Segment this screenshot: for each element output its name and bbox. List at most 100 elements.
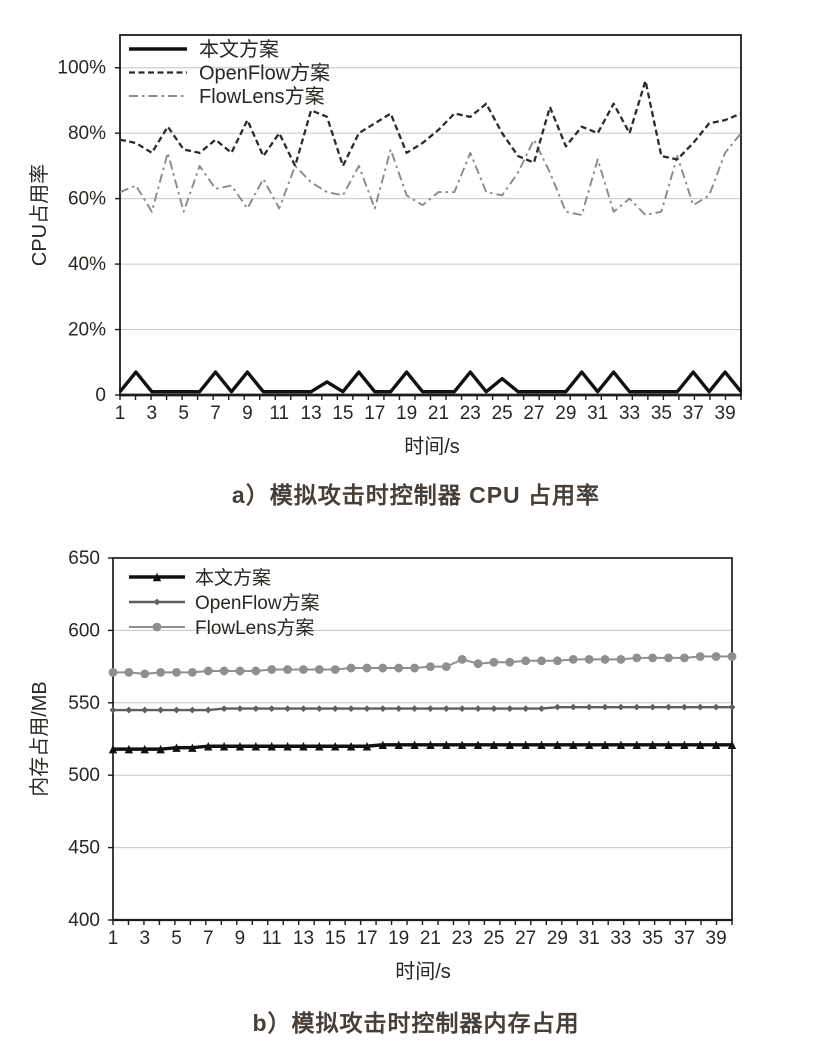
diamond-marker-icon [569,703,577,711]
x-tick-label: 33 [610,928,631,949]
y-axis-title: 内存占用/MB [28,681,51,797]
diamond-marker-icon [490,705,498,712]
triangle-marker-icon [632,740,641,749]
triangle-marker-icon [410,740,419,749]
x-axis-title: 时间/s [395,960,451,983]
legend-label: 本文方案 [195,567,271,589]
circle-marker-icon [251,666,261,676]
diamond-marker-icon [617,703,625,711]
triangle-marker-icon [140,744,149,754]
diamond-marker-icon [474,705,482,712]
circle-marker-icon [235,666,245,676]
x-tick-label: 21 [420,928,441,949]
x-tick-label: 27 [515,928,536,949]
circle-marker-icon [219,666,229,676]
x-tick-label: 11 [269,403,289,424]
triangle-marker-icon [648,740,657,749]
circle-marker-icon [330,665,340,674]
triangle-marker-icon [172,743,181,752]
x-tick-label: 7 [210,403,221,424]
caption-a: a）模拟攻击时控制器 CPU 占用率 [231,482,601,508]
circle-marker-icon [600,654,610,664]
triangle-marker-icon [331,742,340,751]
x-tick-label: 3 [139,928,150,949]
diamond-marker-icon [347,705,355,712]
series-line-openflow [119,79,742,168]
diamond-marker-icon [427,705,434,712]
circle-marker-icon [616,654,626,664]
x-tick-label: 5 [171,928,182,949]
legend-label: 本文方案 [199,38,279,61]
diamond-marker-icon [173,706,180,714]
legend: 本文方案 OpenFlow方案 FlowLens方案 [129,567,320,639]
circle-marker-icon [156,667,166,677]
triangle-marker-icon [505,740,514,749]
circle-marker-icon [152,622,162,632]
circle-marker-icon [632,653,642,663]
series-line-benwen [113,743,732,751]
triangle-marker-icon [616,740,626,749]
triangle-marker-icon [394,740,403,749]
diamond-marker-icon [506,705,514,712]
legend-item-openflow: OpenFlow方案 [129,592,320,614]
x-tick-label: 1 [108,928,119,949]
diamond-marker-icon [153,598,161,606]
diamond-marker-icon [712,703,720,711]
diamond-marker-icon [442,705,450,712]
y-axis-title: CPU占用率 [28,164,51,266]
diamond-marker-icon [395,705,403,712]
legend-item-openflow: OpenFlow方案 [129,62,330,85]
x-tick-label: 5 [178,403,189,424]
diamond-marker-icon [458,705,466,712]
legend-label: FlowLens方案 [199,85,325,108]
circle-marker-icon [727,652,737,661]
triangle-marker-icon [378,740,388,749]
diamond-marker-icon [141,706,149,714]
circle-marker-icon [187,667,197,677]
y-tick-label: 20% [68,320,106,341]
circle-marker-icon [441,662,451,671]
triangle-marker-icon [553,740,562,749]
triangle-marker-icon [426,740,435,749]
circle-marker-icon [489,657,499,667]
series-line-openflow [113,705,732,712]
triangle-marker-icon [235,742,245,751]
circle-marker-icon [283,665,292,674]
diamond-marker-icon [188,706,196,714]
diamond-marker-icon [331,705,339,712]
x-tick-label: 19 [396,403,417,424]
triangle-marker-icon [711,740,721,749]
circle-marker-icon [394,663,404,673]
x-tick-label: 33 [619,403,640,424]
diamond-marker-icon [204,706,212,714]
triangle-marker-icon [188,743,197,752]
triangle-marker-icon [727,740,737,749]
diamond-marker-icon [300,705,307,712]
y-tick-label: 600 [68,620,100,641]
triangle-marker-icon [251,742,261,751]
circle-marker-icon [410,663,419,673]
legend-label: OpenFlow方案 [195,592,320,614]
circle-marker-icon [664,653,673,663]
y-tick-label: 60% [68,189,106,210]
triangle-marker-icon [299,742,308,751]
circle-marker-icon [124,667,134,677]
x-tick-label: 31 [587,403,608,424]
series-line-flowlens [119,132,742,216]
y-tick-label: 500 [68,765,100,786]
x-tick-label: 9 [235,928,246,949]
y-tick-label: 40% [68,254,106,275]
circle-marker-icon [314,665,324,674]
circle-marker-icon [267,665,277,674]
triangle-marker-icon [680,740,689,749]
circle-marker-icon [711,652,721,661]
x-tick-label: 35 [642,928,663,949]
x-tick-label: 23 [460,403,481,424]
y-tick-label: 650 [68,548,100,569]
x-tick-label: 35 [651,403,672,424]
circle-marker-icon [140,669,150,679]
diamond-marker-icon [411,705,418,712]
triangle-marker-icon [124,744,134,754]
circle-marker-icon [648,653,658,663]
